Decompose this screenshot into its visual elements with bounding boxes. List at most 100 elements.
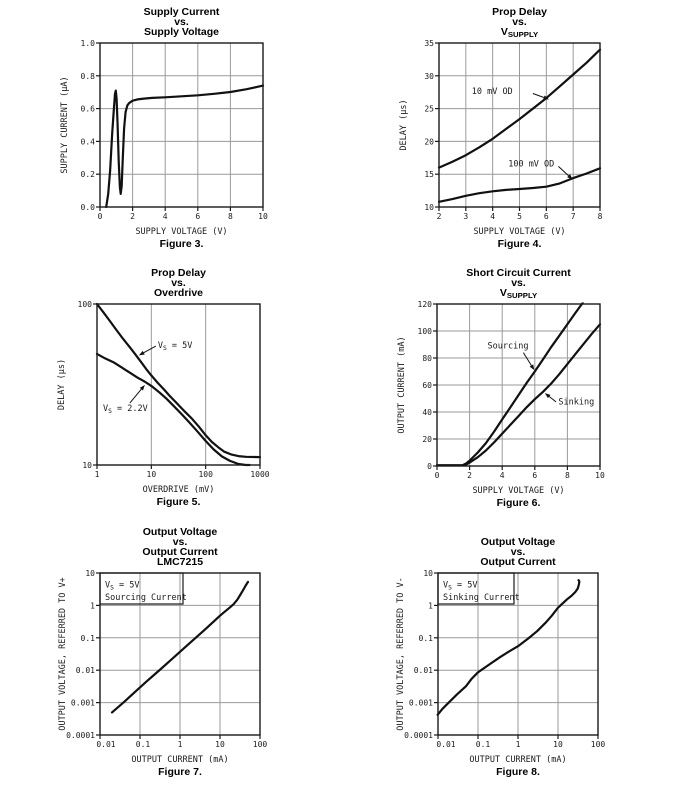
x-tick-label: 2 [130, 212, 135, 221]
figure-7-caption: Figure 7. [158, 766, 202, 778]
annotation-arrowhead [567, 174, 573, 180]
y-tick-label: 80 [422, 354, 432, 363]
curve-label: VS = 2.2V [103, 404, 148, 415]
x-tick-label: 10 [215, 740, 225, 749]
figure-3-title-line-2: vs. [174, 16, 189, 28]
figure-5-y-axis-label: DELAY (µs) [57, 359, 67, 410]
x-tick-label: 6 [544, 212, 549, 221]
figure-4-caption: Figure 4. [498, 238, 542, 250]
x-tick-label: 6 [195, 212, 200, 221]
y-tick-label: 30 [424, 72, 434, 81]
y-tick-label: 0.0001 [404, 731, 433, 740]
x-tick-label: 1 [178, 740, 183, 749]
figure-7-series-group [110, 580, 250, 714]
x-tick-label: 8 [228, 212, 233, 221]
y-tick-label: 0.001 [409, 699, 433, 708]
figure-8-x-axis-label: OUTPUT CURRENT (mA) [469, 755, 566, 765]
y-tick-label: 0.1 [81, 634, 96, 643]
x-tick-label: 8 [598, 212, 603, 221]
annotation-arrowhead [139, 384, 145, 391]
figure-6-caption: Figure 6. [497, 497, 541, 509]
y-tick-label: 0.1 [419, 634, 434, 643]
y-tick-label: 100 [418, 327, 433, 336]
y-tick-label: 10 [82, 461, 92, 470]
y-tick-label: 100 [78, 300, 93, 309]
x-tick-label: 4 [490, 212, 495, 221]
x-tick-label: 3 [463, 212, 468, 221]
figure-6-title-line-2: vs. [511, 277, 526, 289]
x-tick-label: 0.01 [96, 740, 115, 749]
y-tick-label: 1 [428, 601, 433, 610]
x-tick-label: 0.1 [476, 740, 491, 749]
y-tick-label: 10 [85, 569, 95, 578]
y-tick-label: 0.0 [81, 203, 96, 212]
x-tick-label: 1000 [250, 470, 269, 479]
annotation-arrow-line [558, 165, 569, 177]
x-tick-label: 2 [437, 212, 442, 221]
figure-5-x-axis-label: OVERDRIVE (mV) [143, 485, 215, 495]
figure-5-caption: Figure 5. [157, 496, 201, 508]
figure-8-caption: Figure 8. [496, 766, 540, 778]
x-tick-label: 4 [500, 471, 505, 480]
vs-5v-curve [95, 302, 262, 459]
sourcing-output-voltage-curve [110, 580, 250, 714]
y-tick-label: 120 [418, 300, 433, 309]
figure-4-title-line-2: vs. [512, 16, 527, 28]
annotation-arrowhead [544, 393, 551, 399]
annotation-arrow-line [522, 352, 532, 366]
conditions-text-line-1: VS = 5V [105, 581, 140, 592]
figure-8-title-line-1: Output Voltage [481, 536, 556, 548]
y-tick-label: 0.6 [81, 105, 96, 114]
supply-current-curve [105, 84, 265, 209]
x-tick-label: 4 [163, 212, 168, 221]
conditions-text-line-2: Sourcing Current [105, 593, 187, 603]
figure-8-y-axis-label: OUTPUT VOLTAGE, REFERRED TO V- [396, 577, 406, 731]
y-tick-label: 0.4 [81, 137, 96, 146]
sinking-output-voltage-curve [436, 579, 581, 716]
y-tick-label: 15 [424, 170, 434, 179]
figure-6-x-axis-label: SUPPLY VOLTAGE (V) [472, 486, 564, 496]
100mv-od-curve [437, 167, 602, 203]
figure-3-plot-frame [99, 42, 264, 208]
figure-5-title-line-2: vs. [171, 277, 186, 289]
annotation-arrowhead [138, 350, 145, 356]
figure-3-series-group [105, 84, 265, 209]
x-tick-label: 8 [565, 471, 570, 480]
figure-7-y-axis-label: OUTPUT VOLTAGE, REFERRED TO V+ [58, 577, 68, 731]
curve-label: VS = 5V [158, 341, 193, 352]
figure-4-title-line-3: VSUPPLY [501, 26, 539, 39]
x-tick-label: 100 [591, 740, 606, 749]
y-tick-label: 60 [422, 381, 432, 390]
y-tick-label: 20 [424, 137, 434, 146]
figure-6-series-group [435, 302, 602, 467]
vs-2p2v-curve [95, 352, 251, 467]
x-tick-label: 10 [595, 471, 605, 480]
curve-label: Sourcing [488, 342, 529, 352]
figure-3-caption: Figure 3. [160, 238, 204, 250]
figure-7-title-line-1: Output Voltage [143, 526, 218, 538]
x-tick-label: 100 [253, 740, 268, 749]
y-tick-label: 25 [424, 105, 434, 114]
figure-8-series-group [436, 579, 581, 716]
x-tick-label: 2 [467, 471, 472, 480]
x-tick-label: 6 [532, 471, 537, 480]
y-tick-label: 0.0001 [66, 731, 95, 740]
y-tick-label: 10 [424, 203, 434, 212]
figure-5-title-line-3: Overdrive [154, 287, 203, 299]
figure-5-plot-frame [96, 303, 261, 466]
figure-4-title-line-1: Prop Delay [492, 6, 547, 18]
x-tick-label: 1 [516, 740, 521, 749]
figure-5-series-group [95, 302, 262, 467]
figure-7-x-axis-label: OUTPUT CURRENT (mA) [131, 755, 228, 765]
x-tick-label: 10 [147, 470, 157, 479]
y-tick-label: 0.01 [414, 666, 433, 675]
curve-label: 10 mV OD [472, 87, 513, 97]
y-tick-label: 35 [424, 39, 434, 48]
x-tick-label: 0.01 [436, 740, 455, 749]
y-tick-label: 40 [422, 408, 432, 417]
figure-8-title-line-3: Output Current [480, 556, 556, 568]
